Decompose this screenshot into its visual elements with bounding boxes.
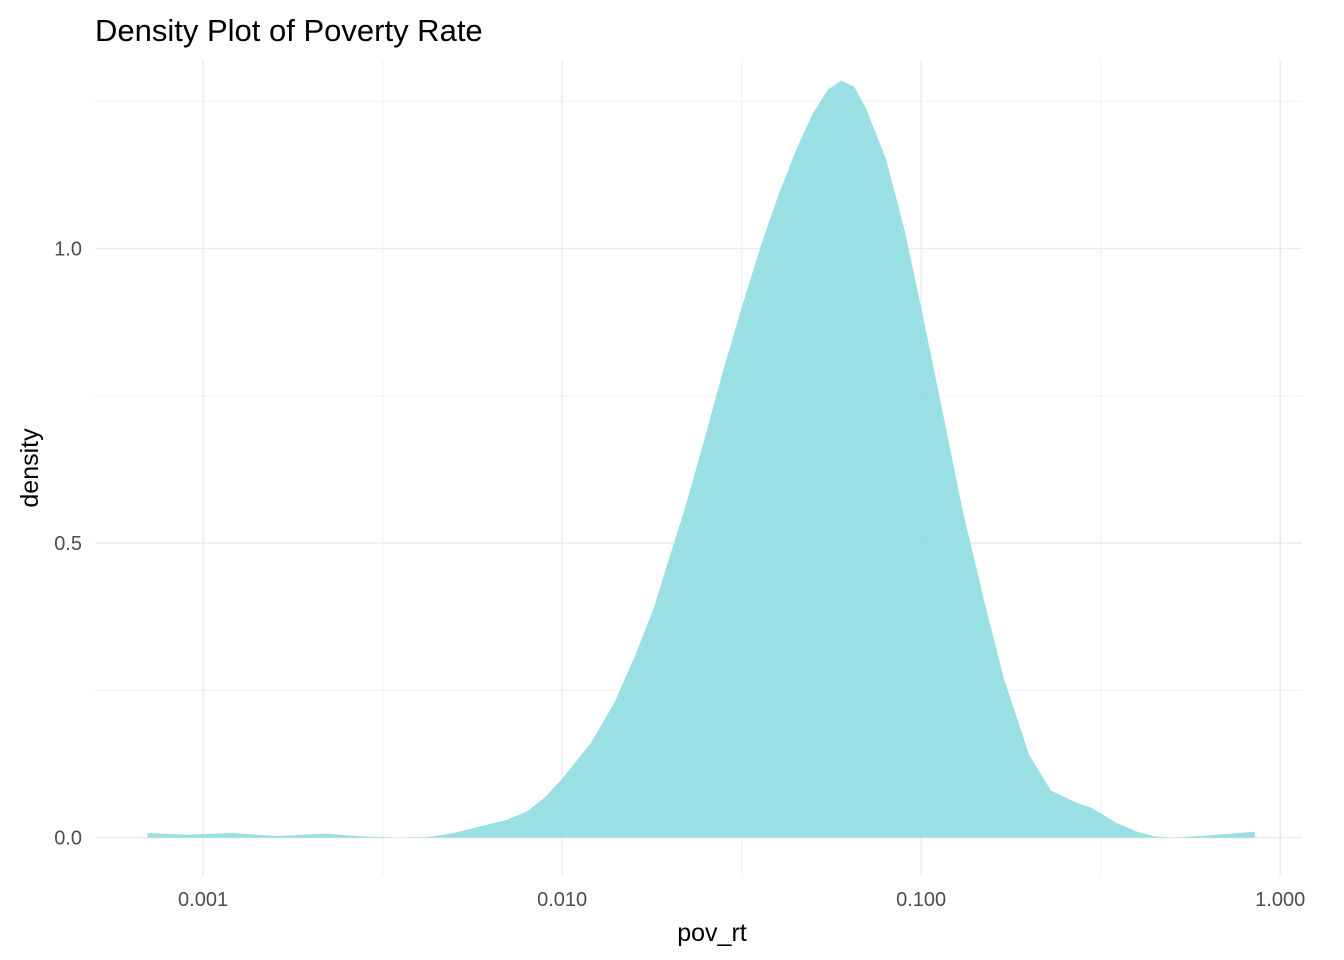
x-axis-label: pov_rt	[677, 919, 747, 947]
minor-gridlines	[95, 60, 1302, 876]
x-axis-ticks: 0.001 0.010 0.100 1.000	[178, 889, 1305, 911]
density-area	[147, 80, 1255, 838]
y-tick-label: 0.5	[54, 533, 82, 555]
x-tick-label: 0.001	[178, 889, 228, 911]
y-tick-label: 1.0	[54, 239, 82, 261]
x-tick-label: 0.100	[896, 889, 946, 911]
x-tick-label: 0.010	[537, 889, 587, 911]
y-axis-ticks: 0.0 0.5 1.0	[54, 239, 82, 850]
x-tick-label: 1.000	[1255, 889, 1305, 911]
chart-title: Density Plot of Poverty Rate	[95, 13, 483, 48]
y-tick-label: 0.0	[54, 828, 82, 850]
y-axis-label: density	[16, 428, 44, 508]
